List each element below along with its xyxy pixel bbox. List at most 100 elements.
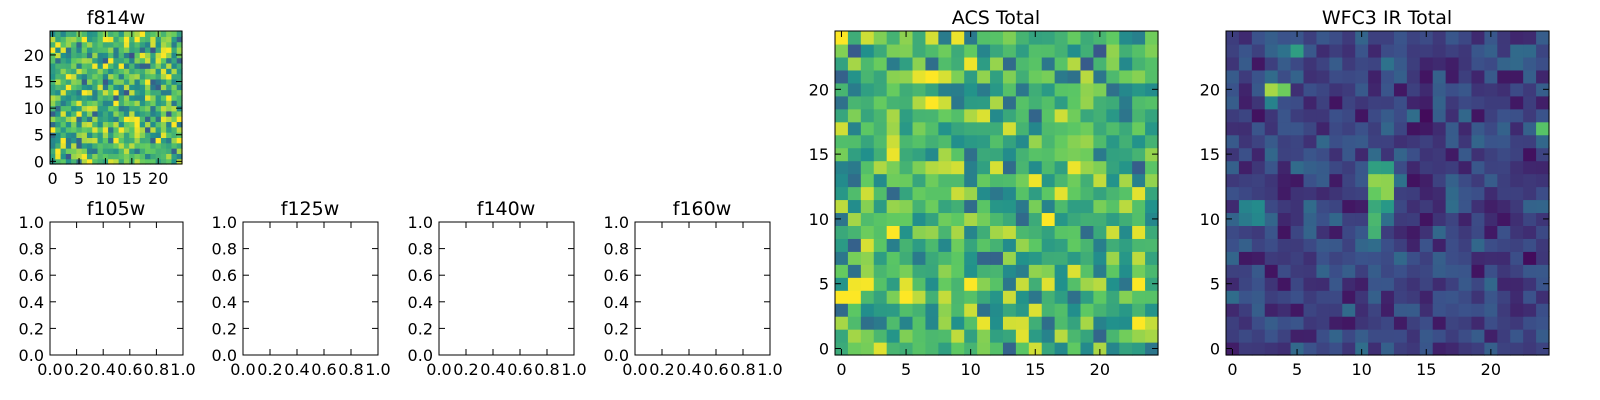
heatmap-cell — [1368, 160, 1382, 175]
heatmap-cell — [118, 110, 125, 117]
heatmap-cell — [1458, 251, 1473, 265]
heatmap-cell — [92, 158, 99, 165]
heatmap-cell — [145, 105, 151, 112]
heatmap-cell — [60, 52, 67, 59]
heatmap-cell — [60, 100, 67, 107]
heatmap-cell — [835, 290, 849, 304]
heatmap-cell — [150, 110, 157, 117]
heatmap-cell — [171, 52, 178, 59]
heatmap-cell — [1054, 225, 1069, 239]
heatmap-cell — [129, 78, 136, 85]
heatmap-cell — [145, 89, 151, 96]
plot-frame-f125w — [242, 221, 379, 356]
panel-f105w: f105w 0.0 0.2 0.4 0.6 0.8 1.00.00.20.40.60.81… — [19, 198, 196, 379]
heatmap-cell — [113, 121, 120, 128]
heatmap-cell — [1028, 31, 1043, 45]
heatmap-cell — [1093, 316, 1107, 330]
heatmap-cell — [990, 31, 1004, 45]
heatmap-cell — [1471, 108, 1485, 123]
heatmap-cell — [977, 199, 991, 214]
heatmap-cell — [55, 137, 62, 144]
heatmap-cell — [113, 78, 120, 85]
heatmap-cell — [886, 329, 901, 343]
heatmap-cell — [1445, 264, 1460, 278]
heatmap-cell — [1381, 316, 1395, 330]
heatmap-cell — [1510, 199, 1524, 214]
heatmap-cell — [1041, 121, 1056, 136]
heatmap-cell — [1342, 121, 1356, 136]
heatmap-cell — [150, 158, 157, 165]
y-tick-label: 0 — [819, 340, 829, 359]
heatmap-cell — [123, 153, 130, 160]
heatmap-cell — [860, 212, 875, 226]
heatmap-cell — [1536, 43, 1550, 58]
heatmap-cell — [964, 69, 978, 84]
heatmap-cell — [1264, 316, 1279, 330]
heatmap-cell — [1015, 69, 1030, 84]
heatmap-cell — [1458, 43, 1473, 58]
heatmap-cell — [1393, 342, 1408, 356]
heatmap-cell — [886, 186, 901, 201]
heatmap-cell — [65, 62, 72, 69]
heatmap-cell — [1471, 238, 1485, 252]
heatmap-cell — [1028, 238, 1043, 252]
heatmap-cell — [1445, 199, 1460, 214]
heatmap-cell — [108, 78, 114, 85]
heatmap-cell — [1119, 303, 1133, 317]
heatmap-cell — [1015, 329, 1030, 343]
heatmap-cell — [176, 46, 183, 53]
heatmap-cell — [1510, 134, 1524, 149]
heatmap-cell — [1054, 316, 1069, 330]
heatmap-cell — [1510, 173, 1524, 188]
heatmap-cell — [1145, 303, 1159, 317]
heatmap-cell — [1510, 31, 1524, 45]
heatmap-cell — [1264, 95, 1279, 110]
heatmap-cell — [76, 52, 83, 59]
heatmap-cell — [1002, 82, 1017, 97]
heatmap-cell — [899, 134, 914, 149]
heatmap-cell — [81, 89, 88, 96]
heatmap-cell — [171, 31, 178, 37]
heatmap-cell — [1067, 303, 1082, 317]
heatmap-cell — [76, 121, 83, 128]
heatmap-cell — [113, 126, 120, 133]
heatmap-cell — [1054, 212, 1069, 226]
heatmap-cell — [1251, 147, 1266, 162]
heatmap-cell — [860, 31, 875, 45]
heatmap-cell — [1471, 199, 1485, 214]
heatmap-cell — [145, 142, 151, 149]
y-tick-label: 20 — [809, 80, 829, 99]
x-tick-label: 0.0 — [622, 360, 647, 379]
heatmap-cell — [1238, 316, 1253, 330]
y-tick-label: 0.6 — [19, 266, 44, 285]
heatmap-cell — [964, 316, 978, 330]
heatmap-cell — [86, 158, 93, 165]
heatmap-cell — [160, 132, 167, 138]
heatmap-cell — [1119, 225, 1133, 239]
plot-frame-f160w — [634, 221, 771, 356]
heatmap-cell — [886, 108, 901, 123]
heatmap-cell — [1080, 43, 1094, 58]
heatmap-cell — [1445, 56, 1460, 71]
heatmap-cell — [912, 264, 927, 278]
heatmap-cell — [55, 68, 62, 75]
heatmap-cell — [60, 62, 67, 69]
heatmap-cell — [1093, 43, 1107, 58]
heatmap-cell — [118, 31, 125, 37]
heatmap-cell — [1484, 199, 1498, 214]
heatmap-cell — [835, 316, 849, 330]
heatmap-cell — [155, 94, 162, 101]
heatmap-cell — [1119, 212, 1133, 226]
heatmap-cell — [139, 110, 146, 117]
heatmap-cell — [139, 68, 146, 75]
heatmap-cell — [847, 82, 862, 97]
heatmap-cell — [938, 121, 952, 136]
heatmap-cell — [166, 105, 173, 112]
heatmap-cell — [1355, 121, 1369, 136]
heatmap-cell — [1419, 160, 1434, 175]
heatmap-cell — [990, 225, 1004, 239]
heatmap-cell — [171, 89, 178, 96]
heatmap-cell — [938, 316, 952, 330]
heatmap-cell — [938, 56, 952, 71]
heatmap-cell — [1015, 160, 1030, 175]
